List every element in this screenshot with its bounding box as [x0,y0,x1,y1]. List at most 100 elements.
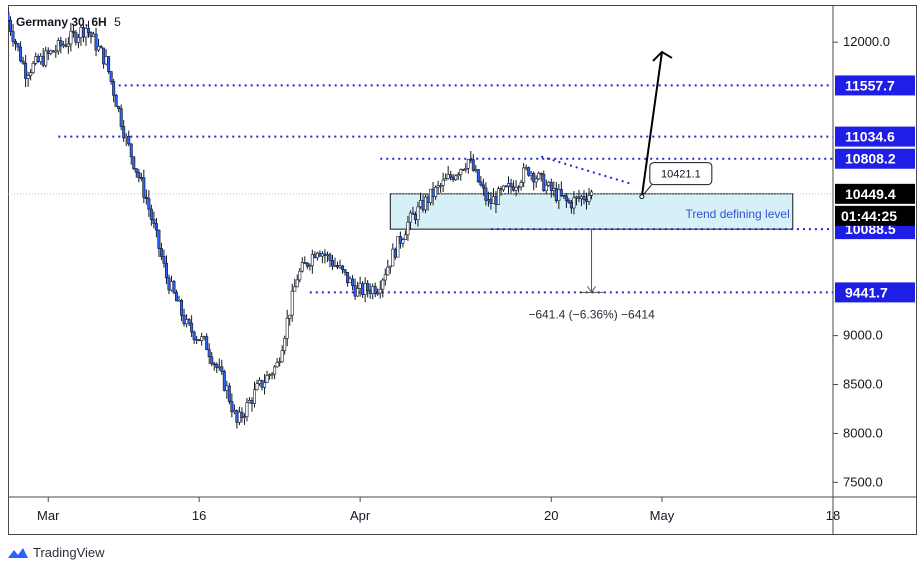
candle-body [283,338,287,352]
candle-body [421,200,425,211]
candle-body [542,173,546,192]
candle-body [396,236,400,258]
candle-body [159,248,163,257]
candle-body [343,269,347,273]
candle-body [11,31,15,42]
candle-body [217,366,221,369]
candle-body [449,174,453,178]
candle-body [373,286,377,295]
candle-body [114,94,118,107]
candle-body [461,169,465,171]
candle-body [268,374,272,377]
level-label-bg [835,282,915,303]
candle-body [320,253,324,257]
candle-body [554,188,558,201]
candle-body [99,46,103,49]
chart-title: Germany 30, 6H 5 [16,15,121,29]
candle-body [351,278,355,286]
candle-body [36,56,40,62]
candle-body [431,188,435,197]
candle-body [192,331,196,340]
breakout-arrow-line [640,51,663,197]
candle-body [537,172,541,180]
candle-body [172,281,176,293]
callout-box [649,162,713,186]
measure-label: −641.4 (−6.36%) −6414 [528,307,655,321]
candle-body [451,176,455,181]
candle-body [142,177,146,198]
candle-body [69,30,73,45]
candle-body [26,75,30,79]
candle-body [265,375,269,383]
candle-body [539,172,543,175]
current-price-label: 10449.4 [845,186,896,202]
y-tick-label: 7500.0 [843,474,883,489]
candle-body [529,173,533,176]
level-label: 10808.2 [845,151,896,167]
candle-body [424,196,428,211]
candle-body [408,212,412,223]
symbol-title: Germany 30, 6H [16,15,107,29]
candle-body [197,339,201,342]
candle-body [371,286,375,294]
candle-body [212,363,216,366]
candle-body [466,159,470,169]
breakout-arrow-head [652,50,673,62]
y-tick-label: 9000.0 [843,328,883,343]
candle-body [398,236,402,244]
candle-body [315,252,319,258]
brand-name: TradingView [33,545,105,560]
candle-body [388,265,392,268]
candle-body [444,178,448,181]
candle-body [59,40,63,47]
candle-body [275,362,279,368]
candle-body [112,81,116,96]
x-tick-label: 16 [192,508,206,523]
y-tick-label: 12000.0 [843,34,890,49]
price-chart[interactable]: 7500.0 8000.0 8500.0 9000.0 12000.0 Mar 16 Apr 2… [8,5,917,535]
candle-body [180,299,184,316]
candle-body [51,50,55,53]
candle-body [532,173,536,183]
candle-body [202,336,206,338]
candle-body [471,159,475,171]
candle-body [572,197,576,209]
candle-body [71,30,75,34]
candle-body [263,382,267,388]
candle-body [464,168,468,170]
candle-body [577,196,581,199]
candle-body [290,290,294,316]
candle-body [49,50,53,54]
candle-body [21,60,25,64]
candle-body [486,199,490,201]
candle-body [84,28,88,38]
branding[interactable]: TradingView [7,545,105,560]
candle-body [338,265,342,268]
candle-body [368,290,372,294]
candle-body [512,186,516,191]
candle-body [547,182,551,186]
candle-body [585,199,589,202]
candle-body [124,135,128,139]
candle-body [94,33,98,51]
current-price-bg [835,183,915,204]
candle-body [76,37,80,43]
candle-body [182,315,186,325]
candle-body [24,62,28,79]
candle-body [509,183,513,188]
candle-body [587,195,591,202]
candle-body [162,256,166,264]
candle-body [240,411,244,418]
candle-body [549,182,553,191]
candle-body [562,194,566,197]
candle-body [363,283,367,295]
candle-body [401,239,405,244]
candle-body [97,46,101,51]
candle-body [434,186,438,197]
candle-body [313,254,317,258]
candle-body [109,71,113,82]
candle-body [154,223,158,231]
candle-body [376,292,380,295]
candle-body [454,175,458,181]
y-tick-label: 8500.0 [843,377,883,392]
